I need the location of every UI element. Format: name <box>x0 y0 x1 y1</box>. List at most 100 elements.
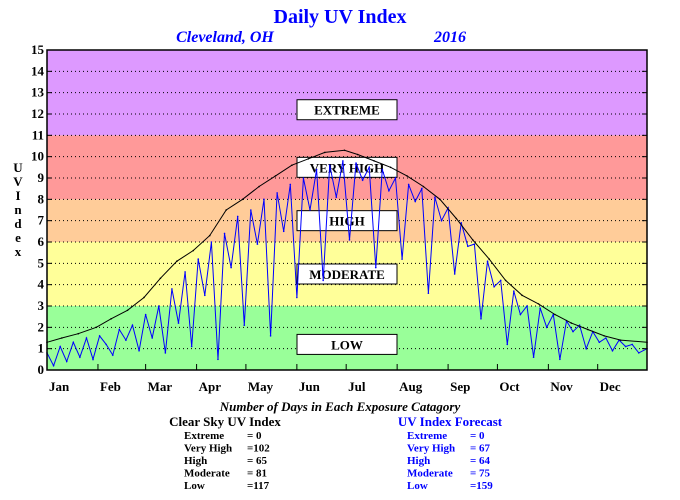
data-point <box>598 341 601 344</box>
y-tick-label: 0 <box>38 362 45 377</box>
data-point <box>138 350 140 352</box>
data-point <box>611 350 614 352</box>
month-label: Oct <box>499 379 520 394</box>
data-point <box>192 249 195 252</box>
data-point <box>328 164 331 166</box>
y-axis-label-char: d <box>14 216 22 231</box>
data-point <box>307 158 310 160</box>
clear-sky-stats: Extreme = 0 Very High =102 High = 65 Moderate =… <box>184 430 270 492</box>
data-point <box>151 337 154 339</box>
data-point <box>526 305 528 307</box>
stats-row-label: High <box>407 455 430 467</box>
clear-sky-heading: Clear Sky UV Index <box>169 414 281 429</box>
data-point <box>389 166 392 169</box>
data-point <box>519 313 522 316</box>
data-point <box>85 337 88 339</box>
data-point <box>373 160 375 162</box>
data-point <box>126 309 129 312</box>
stats-row-value: =117 <box>247 480 270 492</box>
data-point <box>401 258 403 260</box>
data-point <box>118 328 121 331</box>
stats-row-value: =159 <box>470 480 493 492</box>
data-point <box>143 296 145 299</box>
data-point <box>302 177 305 179</box>
y-tick-label: 4 <box>38 277 45 292</box>
data-point <box>506 343 509 346</box>
stats-row-label: High <box>184 455 207 467</box>
data-point <box>545 326 548 329</box>
zone-label-box <box>296 333 398 355</box>
stats-row-value: = 67 <box>470 443 491 455</box>
forecast-heading: UV Index Forecast <box>398 414 503 429</box>
data-point <box>488 258 490 260</box>
data-point <box>309 209 311 211</box>
data-point <box>176 260 178 263</box>
chart-title: Daily UV Index <box>274 6 407 28</box>
data-point <box>256 243 259 245</box>
data-point <box>374 266 377 269</box>
data-point <box>572 330 574 333</box>
data-point <box>587 328 589 331</box>
data-point <box>343 149 346 152</box>
data-point <box>453 273 456 275</box>
data-point <box>486 260 489 263</box>
y-tick-label: 2 <box>38 319 45 334</box>
data-point <box>407 183 410 186</box>
zone-label: LOW <box>331 337 363 352</box>
data-point <box>98 335 101 337</box>
y-axis-label-char: U <box>13 160 23 175</box>
data-point <box>406 175 408 177</box>
data-point <box>105 343 107 346</box>
data-point <box>315 168 318 171</box>
data-point <box>210 241 213 243</box>
data-point <box>455 217 458 220</box>
data-point <box>144 313 147 316</box>
data-point <box>131 324 134 327</box>
month-label: Jan <box>49 379 70 394</box>
data-point <box>269 335 272 337</box>
data-point <box>335 196 338 198</box>
data-point <box>422 185 425 188</box>
month-label: May <box>248 379 274 394</box>
data-point <box>223 232 226 235</box>
stats-row-label: Extreme <box>407 430 447 442</box>
data-point <box>159 277 162 280</box>
data-point <box>236 215 239 218</box>
stats-row-value: = 64 <box>470 455 491 467</box>
data-point <box>263 198 265 201</box>
data-point <box>157 305 160 307</box>
month-label: Sep <box>450 379 470 394</box>
data-point <box>190 345 193 348</box>
y-tick-label: 10 <box>31 149 44 164</box>
y-tick-label: 12 <box>31 106 44 121</box>
data-point <box>355 162 357 164</box>
data-point <box>230 266 232 269</box>
month-label: Aug <box>399 379 423 394</box>
y-tick-label: 7 <box>38 213 45 228</box>
stats-row-label: Extreme <box>184 430 224 442</box>
series-lines <box>46 149 648 367</box>
data-point <box>637 352 640 354</box>
stats-caption: Number of Days in Each Exposure Catagory <box>219 399 461 414</box>
data-point <box>348 239 351 241</box>
y-tick-label: 9 <box>38 170 45 185</box>
data-point <box>521 294 523 297</box>
stats-row-label: Moderate <box>407 468 453 480</box>
y-tick-label: 11 <box>32 127 44 142</box>
data-point <box>554 313 556 316</box>
data-point <box>420 187 423 190</box>
y-tick-label: 13 <box>31 85 45 100</box>
y-axis-label-char: V <box>13 174 23 189</box>
data-point <box>439 198 441 201</box>
stats-row-value: =102 <box>247 443 270 455</box>
data-point <box>204 294 206 297</box>
data-point <box>225 209 227 211</box>
y-axis-label-char: I <box>15 188 20 203</box>
data-point <box>624 345 627 348</box>
data-point <box>197 258 200 260</box>
data-point <box>95 326 98 329</box>
data-point <box>258 185 260 188</box>
month-label: Feb <box>100 379 121 394</box>
data-point <box>388 190 390 192</box>
zone-label: HIGH <box>329 214 364 229</box>
